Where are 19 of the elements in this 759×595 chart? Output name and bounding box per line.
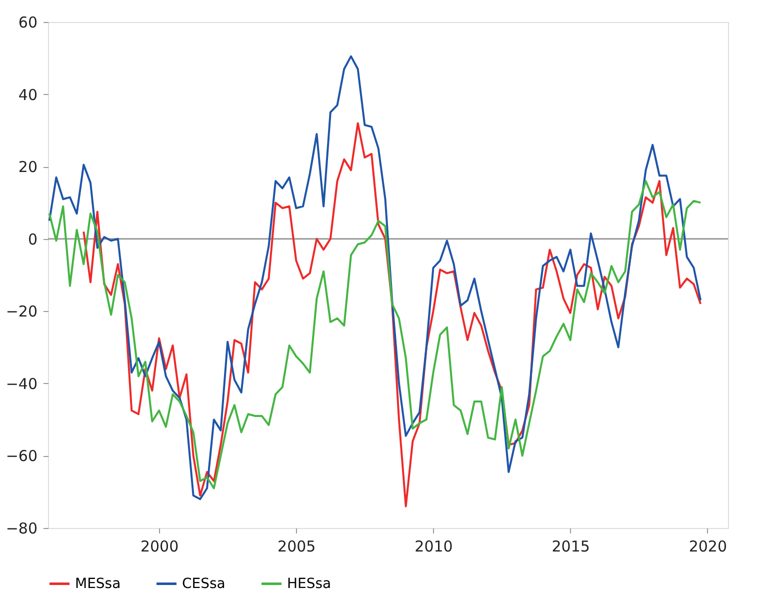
y-tick-label: 0: [28, 230, 38, 248]
legend-label: CESsa: [182, 576, 226, 592]
y-tick-label: 40: [18, 86, 38, 104]
x-tick-label: 2010: [414, 538, 453, 556]
x-tick-label: 2015: [552, 538, 590, 556]
line-series: [48, 180, 702, 490]
line-series: [82, 122, 702, 508]
x-tick-label: 2000: [140, 538, 179, 556]
x-tick-label: 2020: [688, 538, 728, 556]
line-series: [48, 55, 702, 500]
y-tick-label: −20: [6, 302, 38, 321]
legend-label: MESsa: [75, 576, 121, 592]
x-tick-label: 2005: [278, 538, 316, 556]
legend-label: HESsa: [287, 576, 332, 592]
y-tick-label: 20: [18, 158, 38, 176]
y-tick-label: 60: [18, 14, 38, 32]
y-tick-label: −40: [6, 374, 38, 393]
y-tick-label: −80: [6, 520, 38, 538]
y-tick-label: −60: [6, 447, 38, 466]
